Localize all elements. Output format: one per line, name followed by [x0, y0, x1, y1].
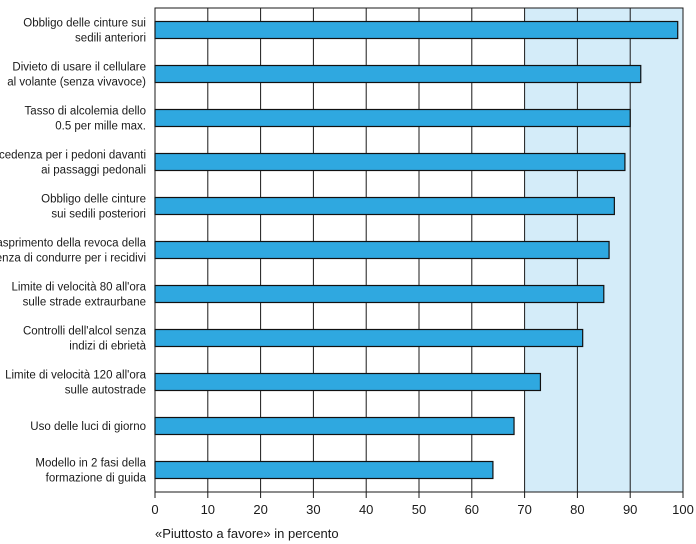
- x-tick-label: 40: [359, 502, 373, 517]
- category-label-line: Precedenza per i pedoni davanti: [0, 150, 146, 162]
- bar: [154, 240, 610, 260]
- category-label: Precedenza per i pedoni davanti ai passag…: [0, 150, 146, 177]
- category-label-line: sulle autostrade: [65, 385, 146, 397]
- category-label-line: Modello in 2 fasi della: [35, 458, 146, 470]
- x-tick-label: 50: [412, 502, 426, 517]
- category-label-line: indizi di ebrietà: [69, 341, 146, 353]
- plot-frame: [154, 7, 684, 493]
- category-label-line: Inasprimento della revoca della: [0, 238, 147, 250]
- category-label-line: Tasso di alcolemia dello: [25, 106, 146, 118]
- x-tick-label: 70: [517, 502, 531, 517]
- bar: [154, 416, 515, 436]
- x-tick-label: 60: [465, 502, 479, 517]
- x-tick-label: 20: [253, 502, 267, 517]
- bar: [154, 108, 631, 128]
- bar: [154, 372, 542, 392]
- category-label-line: Controlli dell'alcol senza: [23, 326, 147, 338]
- category-label-line: Uso delle luci di giorno: [30, 421, 146, 433]
- bar: [154, 328, 584, 348]
- category-label: Inasprimento della revoca della licenza d…: [0, 238, 147, 265]
- x-tick-label: 90: [623, 502, 637, 517]
- category-label-line: Divieto di usare il cellulare: [12, 62, 146, 74]
- category-label-line: Obbligo delle cinture: [41, 194, 146, 206]
- category-label: Tasso di alcolemia dello 0.5 per mille ma…: [25, 106, 146, 133]
- category-label: Limite di velocità 80 all'ora sulle strad…: [11, 282, 146, 309]
- category-labels: Obbligo delle cinture sui sedili anterior…: [0, 18, 147, 485]
- category-label-line: Limite di velocità 120 all'ora: [5, 370, 147, 382]
- category-label-line: formazione di guida: [46, 473, 147, 485]
- bar: [154, 64, 642, 84]
- category-label-line: 0.5 per mille max.: [55, 121, 146, 133]
- x-tick-label: 30: [306, 502, 320, 517]
- category-label-line: ai passaggi pedonali: [41, 165, 146, 177]
- bar: [154, 20, 679, 40]
- category-label: Uso delle luci di giorno: [30, 421, 146, 433]
- bar: [154, 152, 626, 172]
- x-axis-ticks: 0 10 20 30 40 50 60 70 80 90 100: [151, 492, 694, 517]
- category-label-line: sui sedili posteriori: [51, 209, 146, 221]
- category-label: Modello in 2 fasi della formazione di gui…: [35, 458, 146, 485]
- category-label: Obbligo delle cinture sui sedili posterio…: [41, 194, 146, 221]
- x-tick-label: 80: [570, 502, 584, 517]
- category-label: Divieto di usare il cellulare al volante …: [7, 62, 146, 89]
- bar: [154, 460, 494, 480]
- category-label-line: licenza di condurre per i recidivi: [0, 253, 146, 265]
- bar: [154, 196, 615, 216]
- x-axis-title: «Piuttosto a favore» in percento: [155, 526, 339, 541]
- category-label-line: Limite di velocità 80 all'ora: [11, 282, 146, 294]
- x-tick-label: 0: [151, 502, 158, 517]
- x-tick-label: 100: [672, 502, 694, 517]
- x-tick-label: 10: [201, 502, 215, 517]
- category-label-line: sedili anteriori: [75, 33, 146, 45]
- category-label: Controlli dell'alcol senza indizi di ebri…: [23, 326, 147, 353]
- category-label-line: al volante (senza vivavoce): [7, 77, 146, 89]
- category-label: Obbligo delle cinture sui sedili anterior…: [23, 18, 146, 45]
- category-label-line: sulle strade extraurbane: [23, 297, 146, 309]
- bar: [154, 284, 605, 304]
- category-label: Limite di velocità 120 all'ora sulle auto…: [5, 370, 147, 397]
- category-label-line: Obbligo delle cinture sui: [23, 18, 146, 30]
